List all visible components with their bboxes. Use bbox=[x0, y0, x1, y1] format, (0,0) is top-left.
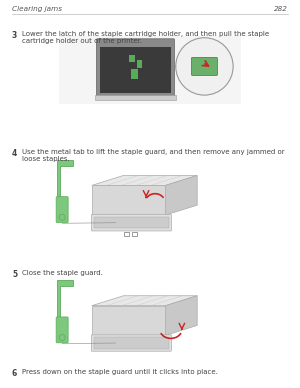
Polygon shape bbox=[57, 160, 73, 201]
FancyBboxPatch shape bbox=[56, 317, 68, 343]
Text: 3: 3 bbox=[12, 31, 17, 40]
Bar bbox=[94, 217, 169, 229]
Text: Use the metal tab to lift the staple guard, and then remove any jammed or loose : Use the metal tab to lift the staple gua… bbox=[22, 149, 285, 163]
Circle shape bbox=[176, 38, 233, 95]
Text: 4: 4 bbox=[12, 149, 17, 158]
FancyBboxPatch shape bbox=[191, 57, 218, 75]
Polygon shape bbox=[92, 296, 197, 306]
Polygon shape bbox=[166, 296, 197, 335]
Bar bbox=[59, 36, 241, 104]
Bar bbox=[94, 337, 169, 349]
Polygon shape bbox=[92, 306, 166, 335]
Text: Close the staple guard.: Close the staple guard. bbox=[22, 270, 103, 275]
Text: Lower the latch of the staple cartridge holder, and then pull the staple cartrid: Lower the latch of the staple cartridge … bbox=[22, 31, 270, 44]
Bar bbox=[59, 274, 241, 359]
Polygon shape bbox=[92, 175, 197, 185]
Bar bbox=[131, 69, 139, 79]
Circle shape bbox=[59, 334, 65, 341]
Text: 282: 282 bbox=[274, 5, 288, 12]
Text: Press down on the staple guard until it clicks into place.: Press down on the staple guard until it … bbox=[22, 369, 218, 375]
Polygon shape bbox=[166, 175, 197, 215]
Bar bbox=[100, 47, 171, 93]
Circle shape bbox=[59, 214, 65, 220]
Bar bbox=[130, 55, 136, 62]
FancyBboxPatch shape bbox=[92, 215, 171, 231]
Bar bbox=[59, 153, 241, 239]
Polygon shape bbox=[92, 185, 166, 215]
FancyBboxPatch shape bbox=[56, 197, 68, 223]
FancyBboxPatch shape bbox=[96, 39, 175, 97]
Bar bbox=[137, 60, 142, 68]
Text: 6: 6 bbox=[12, 369, 17, 378]
Bar bbox=[95, 95, 176, 100]
Text: Clearing jams: Clearing jams bbox=[12, 5, 62, 12]
Polygon shape bbox=[57, 281, 73, 321]
FancyBboxPatch shape bbox=[92, 335, 171, 351]
Text: 5: 5 bbox=[12, 270, 17, 279]
